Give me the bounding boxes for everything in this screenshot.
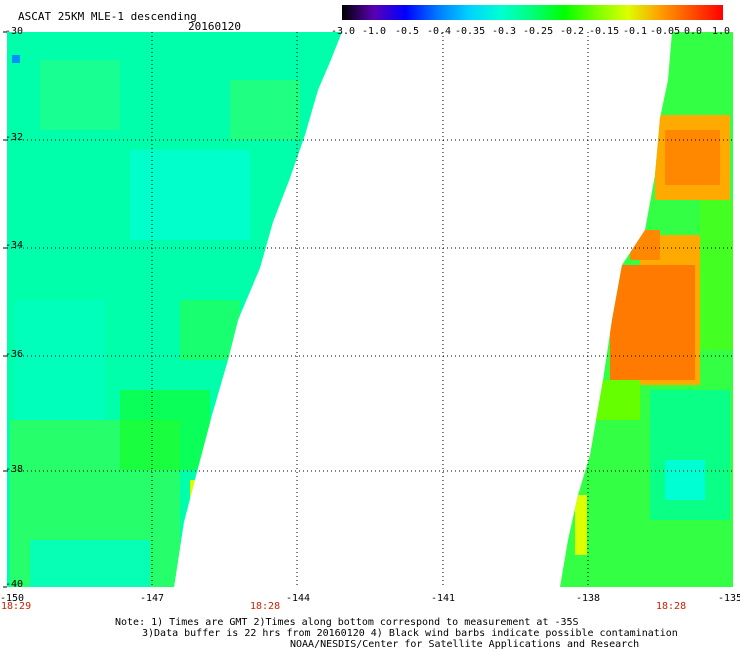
colorbar-label: 0.0	[684, 26, 703, 37]
colorbar-label: -0.2	[560, 26, 585, 37]
note-line-3: NOAA/NESDIS/Center for Satellite Applica…	[290, 639, 640, 650]
lat-label: -38	[5, 464, 24, 475]
colorbar-label: -1.0	[362, 26, 387, 37]
lon-label: -147	[140, 593, 165, 604]
grid-lines	[7, 32, 733, 587]
time-label: 18:28	[250, 601, 281, 612]
colorbar-label: -3.0	[331, 26, 356, 37]
note-line-1: Note: 1) Times are GMT 2)Times along bot…	[115, 617, 579, 628]
lon-label: -138	[576, 593, 601, 604]
lon-label: -141	[431, 593, 456, 604]
colorbar-label: -0.15	[589, 26, 620, 37]
colorbar-gradient	[342, 5, 723, 20]
lat-label: -32	[5, 132, 24, 143]
colorbar-label: 1.0	[712, 26, 731, 37]
time-label: 18:29	[1, 601, 32, 612]
axis-ticks	[3, 31, 7, 588]
swath-west	[7, 32, 342, 587]
swath-east	[560, 32, 733, 587]
lat-label: -40	[5, 579, 24, 590]
time-label: 18:28	[656, 601, 687, 612]
colorbar-label: -0.3	[492, 26, 517, 37]
lon-label: -135	[718, 593, 740, 604]
colorbar-label: -0.35	[455, 26, 486, 37]
lon-label: -144	[286, 593, 311, 604]
note-line-2: 3)Data buffer is 22 hrs from 20160120 4)…	[142, 628, 678, 639]
lat-label: -36	[5, 349, 24, 360]
colorbar-label: -0.05	[650, 26, 681, 37]
colorbar-label: -0.25	[523, 26, 554, 37]
colorbar-label: -0.5	[395, 26, 420, 37]
lat-label: -34	[5, 240, 24, 251]
lat-label: -30	[5, 26, 24, 37]
map-title: ASCAT 25KM MLE-1 descending	[18, 10, 197, 23]
lon-label: -150	[0, 593, 25, 604]
colorbar-label: -0.4	[427, 26, 452, 37]
map-date: 20160120	[188, 20, 241, 33]
colorbar	[342, 5, 723, 20]
colorbar-label: -0.1	[623, 26, 648, 37]
